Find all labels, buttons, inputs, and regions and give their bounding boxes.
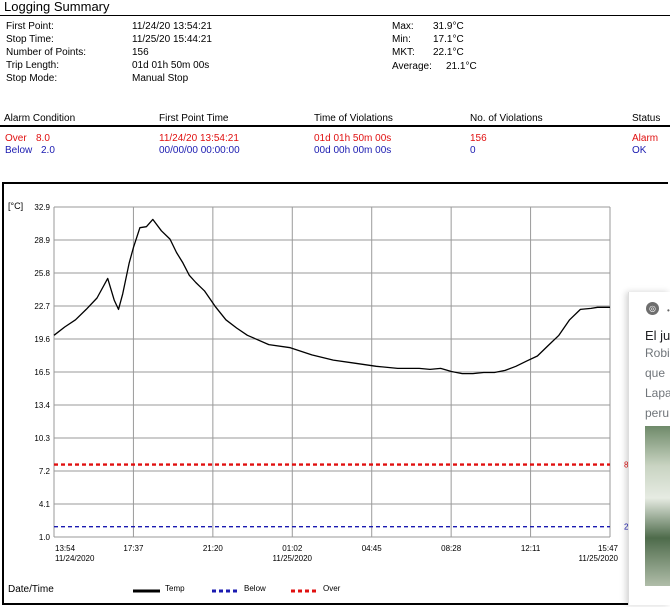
- no-of-violations-header: No. of Violations: [470, 113, 543, 124]
- x-tick-time: 08:28: [441, 544, 462, 553]
- stop-time-value: 11/25/20 15:44:21: [132, 34, 212, 45]
- alarm-below-first-point: 00/00/00 00:00:00: [159, 145, 240, 156]
- y-tick-label: 1.0: [39, 533, 51, 542]
- y-tick-label: 22.7: [34, 302, 50, 311]
- first-point-value: 11/24/20 13:54:21: [132, 21, 212, 32]
- threshold-below-edge-label: 2: [624, 523, 629, 532]
- alarm-over-threshold: 8.0: [36, 133, 50, 144]
- popup-line-1: Robi: [645, 346, 670, 360]
- average-value: 21.1°C: [446, 61, 477, 72]
- y-tick-label: 4.1: [39, 500, 51, 509]
- min-label: Min:: [392, 34, 411, 45]
- first-point-label: First Point:: [6, 21, 54, 32]
- alarm-table-divider: [0, 125, 670, 127]
- x-tick-time: 01:02: [282, 544, 303, 553]
- x-tick-time: 15:47: [598, 544, 619, 553]
- stop-time-label: Stop Time:: [6, 34, 54, 45]
- stop-mode-value: Manual Stop: [132, 73, 189, 84]
- y-tick-label: 28.9: [34, 236, 50, 245]
- alarm-below-condition: Below: [5, 145, 33, 156]
- y-tick-label: 10.3: [34, 434, 50, 443]
- legend-below-label: Below: [244, 584, 266, 593]
- x-tick-time: 17:37: [123, 544, 144, 553]
- stop-mode-label: Stop Mode:: [6, 73, 58, 84]
- min-value: 17.1°C: [433, 34, 464, 45]
- temp-series-line: [53, 218, 610, 375]
- y-unit-label: [°C]: [8, 201, 23, 211]
- max-label: Max:: [392, 21, 414, 32]
- popup-header: ◎ •: [629, 292, 670, 322]
- x-tick-date: 11/24/2020: [55, 554, 95, 563]
- alarm-below-status: OK: [632, 145, 647, 156]
- mkt-label: MKT:: [392, 47, 415, 58]
- popup-thumbnail-image[interactable]: [645, 426, 670, 586]
- alarm-over-count: 156: [470, 133, 487, 144]
- alarm-below-time-violations: 00d 00h 00m 00s: [314, 145, 392, 156]
- chart-frame: [2, 182, 668, 605]
- alarm-below-threshold: 2.0: [41, 145, 55, 156]
- x-tick-date: 11/25/2020: [579, 554, 619, 563]
- y-tick-label: 13.4: [34, 401, 50, 410]
- popup-title[interactable]: El ju: [645, 328, 670, 343]
- x-axis-label: Date/Time: [8, 584, 54, 595]
- status-header: Status: [632, 113, 661, 124]
- x-tick-time: 04:45: [362, 544, 383, 553]
- x-tick-time: 21:20: [203, 544, 224, 553]
- y-tick-label: 16.5: [34, 368, 50, 377]
- alarm-over-first-point: 11/24/20 13:54:21: [159, 133, 239, 144]
- mkt-value: 22.1°C: [433, 47, 464, 58]
- summary-title: Logging Summary: [4, 0, 110, 14]
- y-tick-label: 19.6: [34, 335, 50, 344]
- x-tick-time: 13:54: [55, 544, 76, 553]
- popup-line-2: que: [645, 366, 666, 380]
- browser-icon: ◎: [646, 302, 659, 315]
- alarm-over-time-violations: 01d 01h 50m 00s: [314, 133, 392, 144]
- trip-length-label: Trip Length:: [6, 60, 59, 71]
- legend-temp-label: Temp: [165, 584, 185, 593]
- alarm-over-status: Alarm: [632, 133, 659, 144]
- notification-popup[interactable]: ◎ • El ju Robi que Lapa peru: [628, 292, 670, 605]
- x-tick-time: 12:11: [521, 544, 541, 553]
- popup-line-4: peru: [645, 406, 670, 420]
- average-label: Average:: [392, 61, 432, 72]
- y-tick-label: 32.9: [34, 203, 50, 212]
- number-of-points-value: 156: [132, 47, 149, 58]
- popup-source-dot: •: [667, 306, 670, 315]
- first-point-time-header: First Point Time: [159, 113, 229, 124]
- x-tick-date: 11/25/2020: [273, 554, 313, 563]
- y-tick-label: 7.2: [39, 467, 51, 476]
- summary-divider: [0, 15, 670, 16]
- number-of-points-label: Number of Points:: [6, 47, 87, 58]
- y-tick-label: 25.8: [34, 269, 50, 278]
- threshold-over-edge-label: 8: [624, 461, 629, 470]
- legend-over-label: Over: [323, 584, 341, 593]
- trip-length-value: 01d 01h 50m 00s: [132, 60, 210, 71]
- max-value: 31.9°C: [433, 21, 464, 32]
- alarm-over-condition: Over: [5, 133, 27, 144]
- alarm-below-count: 0: [470, 145, 476, 156]
- popup-line-3: Lapa: [645, 386, 670, 400]
- time-of-violations-header: Time of Violations: [314, 113, 393, 124]
- alarm-condition-header: Alarm Condition: [4, 113, 76, 124]
